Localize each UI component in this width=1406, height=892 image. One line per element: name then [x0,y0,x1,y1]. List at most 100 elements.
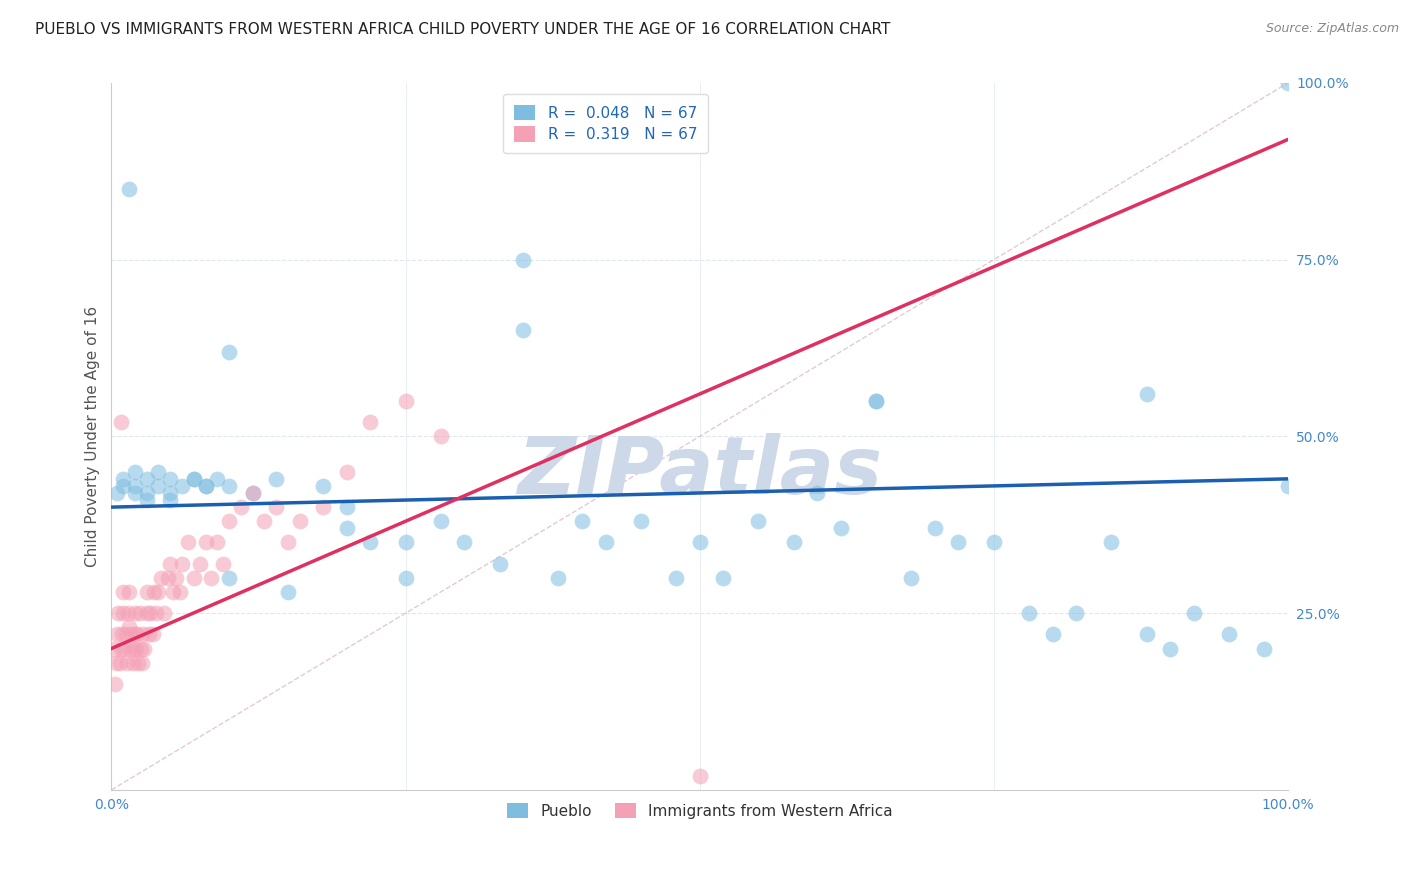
Point [121,656,143,670]
Point [117,606,139,620]
Point [948,535,970,549]
Point [118,585,141,599]
Point [118,182,141,196]
Point [488,557,510,571]
Point [865,394,887,409]
Point [105,627,128,641]
Legend: Pueblo, Immigrants from Western Africa: Pueblo, Immigrants from Western Africa [501,797,898,825]
Point [194,535,217,549]
Point [571,514,593,528]
Point [312,500,335,515]
Point [170,557,193,571]
Point [105,486,128,500]
Point [453,535,475,549]
Point [135,486,157,500]
Point [336,500,359,515]
Point [806,486,828,500]
Point [128,606,150,620]
Point [277,585,299,599]
Point [983,535,1005,549]
Point [1136,627,1159,641]
Point [107,606,129,620]
Point [132,627,155,641]
Point [127,656,149,670]
Point [170,479,193,493]
Point [194,479,217,493]
Point [218,571,240,585]
Point [112,606,135,620]
Point [125,641,148,656]
Point [142,585,165,599]
Point [312,479,335,493]
Point [142,627,165,641]
Point [1099,535,1122,549]
Point [149,571,172,585]
Point [359,535,381,549]
Point [110,641,132,656]
Point [218,479,240,493]
Point [242,486,264,500]
Point [288,514,311,528]
Point [200,571,222,585]
Point [145,606,167,620]
Point [124,486,146,500]
Point [177,535,200,549]
Point [830,521,852,535]
Point [135,585,157,599]
Point [865,394,887,409]
Point [689,769,711,783]
Text: Source: ZipAtlas.com: Source: ZipAtlas.com [1265,22,1399,36]
Point [207,472,229,486]
Point [124,606,146,620]
Point [169,585,191,599]
Point [1064,606,1087,620]
Point [159,486,181,500]
Point [711,571,734,585]
Point [253,514,276,528]
Point [218,514,240,528]
Point [159,493,181,508]
Point [159,557,181,571]
Point [105,656,128,670]
Point [118,620,141,634]
Point [1018,606,1040,620]
Point [129,641,152,656]
Point [430,429,453,443]
Point [924,521,946,535]
Point [630,514,652,528]
Point [1159,641,1181,656]
Point [112,472,135,486]
Point [115,656,138,670]
Point [153,606,176,620]
Point [108,656,131,670]
Point [430,514,453,528]
Point [110,415,132,429]
Point [120,641,142,656]
Point [122,641,145,656]
Point [212,557,235,571]
Point [156,571,179,585]
Point [124,465,146,479]
Point [165,571,187,585]
Point [595,535,617,549]
Point [104,677,127,691]
Point [1182,606,1205,620]
Point [148,465,170,479]
Y-axis label: Child Poverty Under the Age of 16: Child Poverty Under the Age of 16 [86,306,100,567]
Point [124,627,146,641]
Point [394,394,416,409]
Point [512,252,534,267]
Point [747,514,769,528]
Point [783,535,806,549]
Point [1042,627,1064,641]
Point [394,535,416,549]
Point [131,656,153,670]
Point [148,479,170,493]
Point [114,627,136,641]
Point [134,641,156,656]
Point [264,472,287,486]
Point [394,571,416,585]
Point [194,479,217,493]
Point [689,535,711,549]
Point [1136,387,1159,401]
